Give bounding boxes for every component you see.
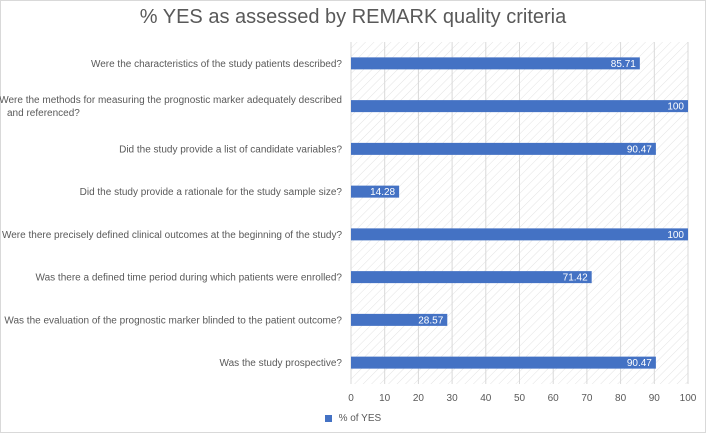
data-label: 28.57: [418, 315, 443, 326]
x-tick-label: 0: [348, 393, 354, 404]
category-label-line: Were there precisely defined clinical ou…: [2, 230, 342, 241]
x-tick-label: 30: [447, 393, 459, 404]
category-label-line: Did the study provide a list of candidat…: [119, 144, 342, 155]
x-tick-label: 40: [480, 393, 492, 404]
x-tick-label: 80: [615, 393, 627, 404]
category-label: Was the study prospective?: [220, 358, 343, 369]
category-label: Were the characteristics of the study pa…: [91, 59, 342, 70]
category-label: Was there a defined time period during w…: [36, 273, 343, 284]
data-label: 71.42: [563, 273, 588, 284]
data-label: 14.28: [370, 187, 395, 198]
x-tick-label: 50: [514, 393, 526, 404]
category-label-line: Was the study prospective?: [220, 358, 343, 369]
data-label: 85.71: [611, 59, 636, 70]
bar: [351, 185, 400, 198]
x-tick-label: 10: [379, 393, 391, 404]
chart-title: % YES as assessed by REMARK quality crit…: [139, 6, 567, 28]
category-label: Did the study provide a rationale for th…: [80, 187, 343, 198]
data-label: 90.47: [627, 358, 652, 369]
data-label: 100: [667, 102, 684, 113]
category-label: Were the methods for measuring the progn…: [0, 95, 342, 119]
x-tick-label: 70: [581, 393, 593, 404]
legend-swatch: [324, 414, 332, 422]
x-tick-label: 20: [413, 393, 425, 404]
bar: [351, 100, 688, 113]
bar: [351, 57, 640, 70]
legend: % of YES: [0, 413, 706, 424]
category-label-line: Did the study provide a rationale for th…: [80, 187, 343, 198]
category-label-line: and referenced?: [7, 108, 80, 119]
x-tick-label: 100: [680, 393, 697, 404]
x-tick-label: 90: [649, 393, 661, 404]
bar: [351, 271, 592, 284]
category-label-line: Were the characteristics of the study pa…: [91, 59, 342, 70]
category-label-line: Was there a defined time period during w…: [36, 273, 343, 284]
category-label: Was the evaluation of the prognostic mar…: [4, 315, 342, 326]
data-label: 90.47: [627, 144, 652, 155]
data-label: 100: [667, 230, 684, 241]
bar: [351, 313, 448, 326]
x-tick-label: 60: [548, 393, 560, 404]
bar: [351, 228, 688, 241]
bar: [351, 356, 656, 369]
category-label-line: Was the evaluation of the prognostic mar…: [4, 315, 342, 326]
category-label: Were there precisely defined clinical ou…: [2, 230, 342, 241]
legend-label: % of YES: [338, 413, 382, 424]
category-label: Did the study provide a list of candidat…: [119, 144, 342, 155]
bar: [351, 142, 656, 155]
legend-item: % of YES: [324, 413, 382, 424]
category-label-line: Were the methods for measuring the progn…: [0, 95, 342, 106]
